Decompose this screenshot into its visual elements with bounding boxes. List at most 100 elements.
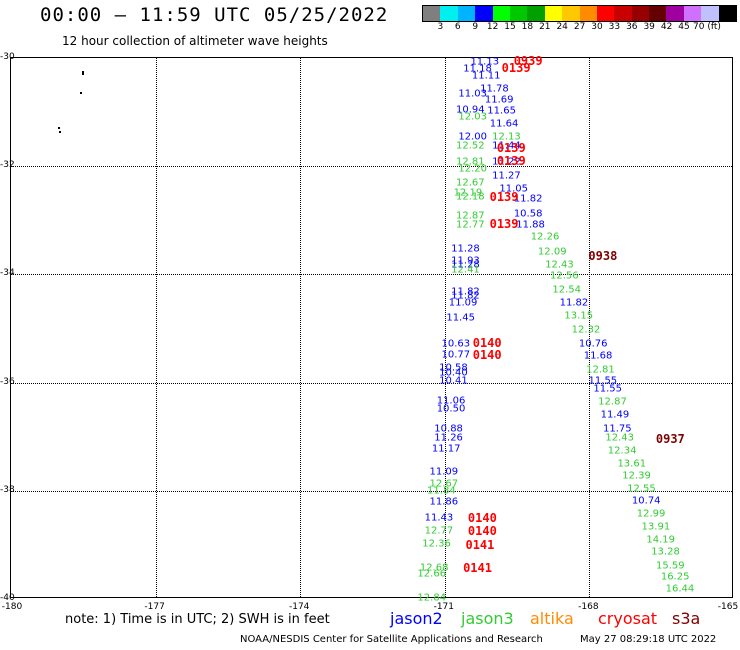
- wave-height-value: 11.68: [583, 350, 613, 362]
- wave-height-value: 10.77: [441, 349, 471, 361]
- wave-height-value: 11.82: [513, 193, 543, 205]
- wave-height-value: 12.67: [429, 478, 459, 490]
- color-swatch: [492, 6, 510, 21]
- wave-height-value: 11.06: [436, 395, 466, 407]
- wave-height-value: 16.25: [660, 571, 690, 583]
- wave-height-value: 11.09: [429, 466, 459, 478]
- longitude-gridline: [300, 58, 302, 597]
- wave-height-value: 11.11: [471, 70, 501, 82]
- wave-height-value: 11.45: [446, 312, 475, 324]
- wave-height-value: 12.41: [451, 264, 480, 276]
- color-swatch: [440, 6, 458, 21]
- observation-dot: [79, 92, 82, 95]
- color-scale-label: 70 (ft): [693, 22, 721, 32]
- wave-height-value: 12.36: [422, 538, 451, 550]
- wave-height-value: 12.81: [455, 156, 485, 168]
- color-scale-label: 18: [521, 22, 534, 32]
- longitude-label: -165: [717, 602, 739, 612]
- color-scale-bar: [422, 5, 738, 22]
- wave-height-value: 11.55: [588, 375, 618, 387]
- color-swatch: [562, 6, 580, 21]
- wave-height-value: 11.65: [487, 105, 516, 117]
- wave-height-value: 11.43: [424, 512, 454, 524]
- wave-height-value: 11.44: [492, 140, 521, 152]
- pass-time-label: 0139: [496, 153, 526, 168]
- color-swatch: [614, 6, 632, 21]
- wave-height-value: 11.22: [492, 156, 521, 168]
- wave-height-value: 11.82: [451, 290, 480, 302]
- wave-height-value: 12.34: [607, 445, 637, 457]
- pass-time-label: 0937: [655, 431, 685, 446]
- color-scale-label: 12: [486, 22, 499, 32]
- color-scale-label: 42: [660, 22, 673, 32]
- pass-time-label: 0141: [465, 537, 495, 552]
- wave-height-value: 11.88: [516, 219, 545, 231]
- units-note: note: 1) Time is in UTC; 2) SWH is in fe…: [65, 612, 330, 627]
- color-swatch: [649, 6, 667, 21]
- wave-height-value: 10.50: [436, 403, 466, 415]
- wave-height-value: 12.67: [455, 177, 485, 189]
- color-swatch: [683, 6, 702, 21]
- map-frame: [10, 57, 733, 598]
- color-scale-label: 9: [472, 22, 479, 32]
- wave-height-value: 10.63: [441, 338, 471, 350]
- longitude-gridline: [444, 58, 446, 597]
- wave-height-value: 11.49: [600, 409, 630, 421]
- wave-height-value: 12.43: [605, 432, 635, 444]
- legend-altika: altika: [530, 609, 574, 628]
- pass-time-label: 0139: [489, 216, 519, 231]
- wave-height-value: 12.87: [598, 396, 627, 408]
- wave-height-value: 11.28: [451, 259, 480, 271]
- generated-timestamp: May 27 08:29:18 UTC 2022: [580, 634, 717, 645]
- wave-height-value: 11.86: [429, 496, 459, 508]
- pass-time-label: 0139: [496, 140, 526, 155]
- latitude-label: -38: [0, 484, 15, 495]
- latitude-label: -32: [0, 160, 15, 171]
- color-scale-label: 27: [573, 22, 586, 32]
- pass-time-label: 0139: [489, 189, 519, 204]
- color-swatch: [666, 6, 684, 21]
- color-swatch: [423, 6, 441, 21]
- wave-height-value: 11.55: [593, 383, 622, 395]
- wave-height-value: 12.00: [458, 131, 488, 143]
- color-scale-label: 3: [437, 22, 444, 32]
- wave-height-value: 12.55: [627, 483, 656, 495]
- wave-height-value: 11.75: [602, 423, 632, 435]
- longitude-label: -174: [288, 602, 310, 612]
- wave-height-value: 12.39: [622, 470, 651, 482]
- wave-height-value: 11.18: [463, 63, 492, 75]
- color-swatch: [718, 6, 737, 21]
- observation-dot: [58, 127, 61, 130]
- credit-line: NOAA/NESDIS Center for Satellite Applica…: [240, 634, 543, 645]
- wave-height-value: 10.40: [439, 367, 468, 379]
- wave-height-value: 12.77: [424, 525, 454, 537]
- color-scale-label: 45: [678, 22, 690, 32]
- latitude-gridline: [11, 166, 732, 168]
- observation-dot: [82, 73, 85, 76]
- longitude-label: -171: [433, 602, 455, 612]
- longitude-gridline: [589, 58, 591, 597]
- longitude-label: -168: [578, 602, 599, 612]
- color-scale-label: 36: [626, 22, 638, 32]
- observation-dot: [82, 70, 85, 73]
- wave-height-value: 11.13: [470, 56, 500, 68]
- color-swatch: [457, 6, 476, 21]
- map-title: 00:00 — 11:59 UTC 05/25/2022: [40, 4, 389, 26]
- color-swatch: [544, 6, 563, 21]
- wave-height-value: 11.03: [458, 88, 488, 100]
- wave-height-value: 12.26: [530, 231, 560, 243]
- latitude-label: -36: [0, 376, 15, 387]
- wave-height-value: 12.99: [636, 508, 666, 520]
- latitude-gridline: [11, 274, 732, 276]
- wave-height-value: 12.56: [549, 270, 579, 282]
- color-scale-label: 30: [591, 22, 603, 32]
- wave-height-value: 12.09: [537, 246, 567, 258]
- wave-height-value: 12.81: [586, 364, 615, 376]
- wave-height-value: 11.27: [492, 170, 521, 182]
- wave-height-value: 12.68: [419, 562, 449, 574]
- latitude-label: -30: [0, 52, 15, 62]
- wave-height-value: 11.78: [480, 83, 509, 95]
- wave-height-value: 12.52: [455, 140, 485, 152]
- wave-height-value: 11.69: [484, 94, 514, 106]
- wave-height-value: 12.66: [417, 568, 447, 580]
